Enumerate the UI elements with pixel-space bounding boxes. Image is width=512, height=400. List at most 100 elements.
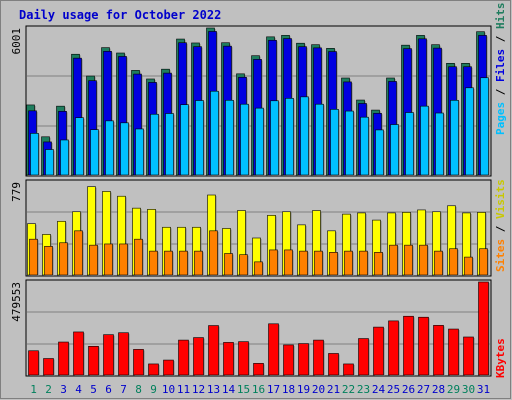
bar-kbytes bbox=[118, 332, 129, 376]
legend-hits-files-pages-part: / bbox=[494, 82, 507, 102]
x-tick-label: 2 bbox=[45, 383, 52, 396]
bars bbox=[26, 27, 490, 376]
legend-hits-files-pages-part: Hits bbox=[494, 3, 507, 30]
bar-sites bbox=[284, 249, 293, 276]
bar-pages bbox=[285, 98, 294, 176]
bar-pages bbox=[135, 128, 144, 176]
x-tick-label: 14 bbox=[222, 383, 236, 396]
bar-pages bbox=[225, 99, 234, 176]
bar-sites bbox=[134, 238, 143, 276]
bar-pages bbox=[435, 112, 444, 176]
x-tick-label: 15 bbox=[237, 383, 250, 396]
x-tick-label: 11 bbox=[177, 383, 190, 396]
legend-kbytes: KBytes bbox=[494, 338, 507, 378]
bar-kbytes bbox=[463, 336, 474, 376]
bar-kbytes bbox=[448, 328, 459, 376]
bar-pages bbox=[150, 113, 159, 176]
bar-kbytes bbox=[133, 349, 144, 376]
x-tick-label: 12 bbox=[192, 383, 205, 396]
bar-pages bbox=[75, 117, 84, 176]
bar-sites bbox=[419, 244, 428, 276]
bar-sites bbox=[194, 250, 203, 276]
bar-kbytes bbox=[43, 358, 54, 376]
x-tick-label: 16 bbox=[252, 383, 265, 396]
bar-pages bbox=[195, 100, 204, 176]
x-tick-label: 5 bbox=[90, 383, 97, 396]
bar-sites bbox=[74, 230, 83, 276]
bar-sites bbox=[179, 250, 188, 276]
bar-sites bbox=[329, 252, 338, 276]
bar-sites bbox=[149, 250, 158, 276]
bar-kbytes bbox=[298, 343, 309, 376]
bar-sites bbox=[299, 250, 308, 276]
bar-kbytes bbox=[418, 316, 429, 376]
legend-visits-sites: Sites / Visits bbox=[494, 179, 507, 272]
bar-kbytes bbox=[373, 326, 384, 376]
x-tick-label: 13 bbox=[207, 383, 220, 396]
x-tick-label: 3 bbox=[60, 383, 67, 396]
bar-kbytes bbox=[388, 320, 399, 376]
x-tick-label: 1 bbox=[30, 383, 37, 396]
x-tick-label: 28 bbox=[432, 383, 445, 396]
bar-kbytes bbox=[193, 337, 204, 376]
legend-hits-files-pages-part: Pages bbox=[494, 102, 507, 135]
bar-sites bbox=[434, 250, 443, 276]
x-tick-label: 20 bbox=[312, 383, 325, 396]
x-tick-label: 6 bbox=[105, 383, 112, 396]
x-tick-label: 7 bbox=[120, 383, 127, 396]
bar-sites bbox=[164, 250, 173, 276]
bar-sites bbox=[44, 246, 53, 276]
x-tick-label: 18 bbox=[282, 383, 295, 396]
bar-pages bbox=[180, 104, 189, 176]
y-max-label: 6001 bbox=[10, 28, 23, 55]
bar-pages bbox=[345, 110, 354, 176]
bar-pages bbox=[450, 99, 459, 176]
bar-kbytes bbox=[73, 331, 84, 376]
bar-kbytes bbox=[433, 325, 444, 376]
bar-sites bbox=[254, 261, 263, 276]
bar-sites bbox=[449, 248, 458, 276]
x-tick-label: 25 bbox=[387, 383, 400, 396]
bar-pages bbox=[60, 139, 69, 176]
bar-sites bbox=[359, 250, 368, 276]
bar-kbytes bbox=[313, 339, 324, 376]
bar-sites bbox=[104, 243, 113, 276]
bar-pages bbox=[105, 120, 114, 176]
bar-pages bbox=[375, 129, 384, 176]
bar-kbytes bbox=[328, 353, 339, 376]
bar-sites bbox=[374, 252, 383, 276]
legend-hits-files-pages: Pages / Files / Hits bbox=[494, 3, 507, 136]
bar-kbytes bbox=[238, 341, 249, 376]
legend-kbytes-part: KBytes bbox=[494, 338, 507, 378]
bar-kbytes bbox=[58, 341, 69, 376]
bar-kbytes bbox=[478, 281, 489, 376]
chart-title: Daily usage for October 2022 bbox=[19, 8, 221, 22]
bar-sites bbox=[314, 250, 323, 276]
bar-kbytes bbox=[88, 345, 99, 376]
bar-sites bbox=[29, 238, 38, 276]
x-tick-label: 4 bbox=[75, 383, 82, 396]
bar-kbytes bbox=[208, 325, 219, 376]
bar-sites bbox=[119, 243, 128, 276]
y-max-label: 779 bbox=[10, 182, 23, 202]
x-tick-label: 22 bbox=[342, 383, 355, 396]
x-tick-label: 10 bbox=[162, 383, 175, 396]
bar-pages bbox=[45, 149, 54, 176]
x-tick-label: 26 bbox=[402, 383, 415, 396]
bar-pages bbox=[315, 103, 324, 176]
x-tick-label: 19 bbox=[297, 383, 310, 396]
bar-sites bbox=[389, 244, 398, 276]
x-tick-label: 24 bbox=[372, 383, 386, 396]
bar-pages bbox=[330, 109, 339, 176]
bar-sites bbox=[344, 250, 353, 276]
bar-pages bbox=[90, 129, 99, 176]
bar-pages bbox=[210, 90, 219, 176]
y-max-label: 479553 bbox=[10, 282, 23, 322]
bar-pages bbox=[255, 107, 264, 176]
legend-hits-files-pages-part: / bbox=[494, 29, 507, 49]
bar-kbytes bbox=[253, 363, 264, 376]
bar-pages bbox=[165, 113, 174, 176]
x-tick-label: 9 bbox=[150, 383, 157, 396]
bar-pages bbox=[240, 103, 249, 176]
